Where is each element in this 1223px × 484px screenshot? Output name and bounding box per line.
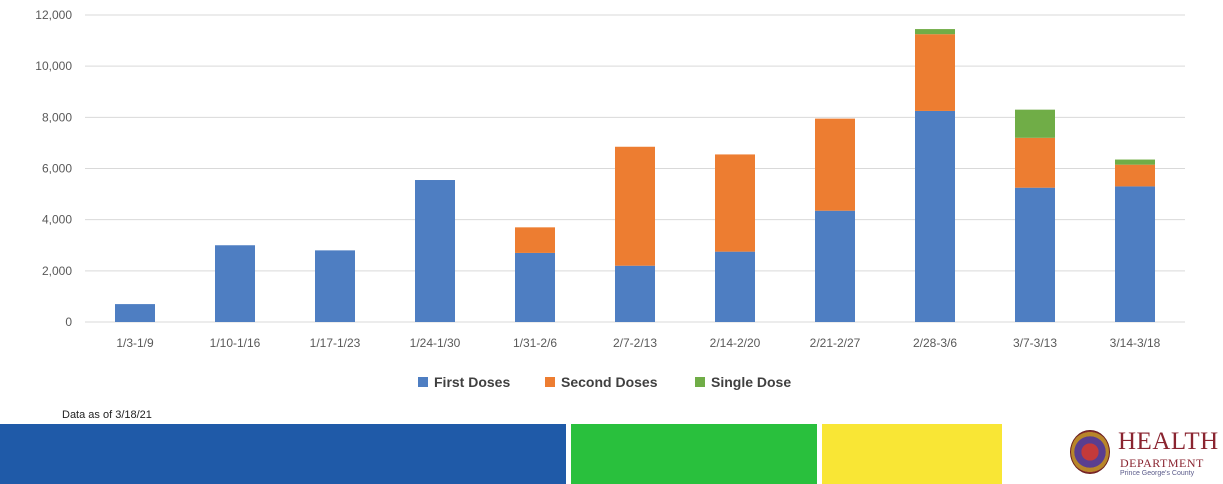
x-tick-label: 1/24-1/30	[410, 336, 461, 350]
footer-band-blue	[0, 424, 566, 484]
logo-subtitle: DEPARTMENT	[1120, 456, 1204, 470]
y-tick-label: 10,000	[35, 59, 72, 73]
legend-label: Single Dose	[711, 374, 791, 390]
bar-first-doses	[315, 250, 355, 322]
county-seal-icon	[1070, 430, 1110, 474]
y-tick-label: 8,000	[42, 110, 72, 124]
y-axis-ticks: 0 2,000 4,000 6,000 8,000 10,000 12,000	[35, 8, 72, 329]
footer-band-green	[571, 424, 817, 484]
bar-second-doses	[715, 154, 755, 252]
bar-first-doses	[715, 251, 755, 322]
bar-first-doses	[415, 180, 455, 322]
x-tick-label: 3/14-3/18	[1110, 336, 1161, 350]
legend-label: Second Doses	[561, 374, 658, 390]
bar-first-doses	[1115, 186, 1155, 322]
x-tick-label: 1/3-1/9	[116, 336, 154, 350]
bar-first-doses	[615, 265, 655, 322]
bar-second-doses	[515, 227, 555, 253]
bar-first-doses	[215, 245, 255, 322]
y-tick-label: 6,000	[42, 162, 72, 176]
y-tick-label: 2,000	[42, 264, 72, 278]
bar-first-doses	[115, 304, 155, 322]
footer-band-yellow	[822, 424, 1002, 484]
legend-swatch	[695, 377, 705, 387]
bar-first-doses	[1015, 187, 1055, 322]
x-tick-label: 3/7-3/13	[1013, 336, 1057, 350]
bars	[115, 29, 1155, 322]
legend-swatch	[418, 377, 428, 387]
data-date-note: Data as of 3/18/21	[62, 409, 152, 421]
bar-second-doses	[915, 34, 955, 111]
x-tick-label: 1/17-1/23	[310, 336, 361, 350]
chart: 0 2,000 4,000 6,000 8,000 10,000 12,000 1/3-1/…	[35, 8, 1185, 390]
logo-county: Prince George's County	[1120, 470, 1195, 477]
x-tick-label: 2/28-3/6	[913, 336, 957, 350]
legend-label: First Doses	[434, 374, 510, 390]
y-tick-label: 0	[65, 315, 72, 329]
legend: First Doses Second Doses Single Dose	[418, 374, 791, 390]
bar-second-doses	[615, 146, 655, 266]
bar-single-dose	[915, 29, 955, 35]
bar-second-doses	[1015, 137, 1055, 188]
y-tick-label: 12,000	[35, 8, 72, 22]
bar-second-doses	[815, 118, 855, 211]
bar-first-doses	[515, 252, 555, 322]
x-tick-label: 2/21-2/27	[810, 336, 861, 350]
x-tick-label: 2/7-2/13	[613, 336, 657, 350]
legend-swatch	[545, 377, 555, 387]
health-department-logo: HEALTH DEPARTMENT Prince George's County	[1066, 426, 1223, 484]
x-axis-ticks: 1/3-1/9 1/10-1/16 1/17-1/23 1/24-1/30 1/31-2…	[116, 336, 1160, 350]
bar-single-dose	[1015, 109, 1055, 138]
bar-second-doses	[1115, 164, 1155, 187]
x-tick-label: 2/14-2/20	[710, 336, 761, 350]
bar-first-doses	[915, 110, 955, 322]
logo-word: HEALTH	[1118, 428, 1219, 455]
x-tick-label: 1/10-1/16	[210, 336, 261, 350]
y-tick-label: 4,000	[42, 213, 72, 227]
bar-single-dose	[1115, 159, 1155, 165]
x-tick-label: 1/31-2/6	[513, 336, 557, 350]
bar-first-doses	[815, 210, 855, 322]
